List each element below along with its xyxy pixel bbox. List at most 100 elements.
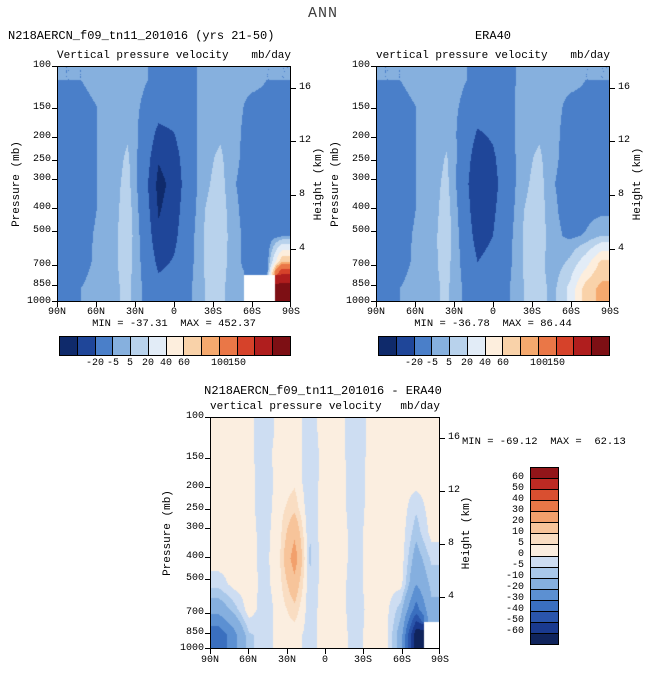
latitude-tick-label: 30N xyxy=(277,655,296,666)
height-tick-label: 16 xyxy=(299,82,312,93)
colorbar-tick-label: 40 xyxy=(478,358,491,369)
latitude-tick-label: 90N xyxy=(47,307,66,318)
colorbar-cell xyxy=(531,621,558,633)
pressure-tick-label: 400 xyxy=(185,551,204,562)
colorbar-tick-label: -40 xyxy=(505,604,524,615)
colorbar-tick-label: -30 xyxy=(505,593,524,604)
minmax-label-era40: MIN = -36.78 MAX = 86.44 xyxy=(414,318,572,330)
colorbar-cell xyxy=(531,522,558,534)
latitude-tick-mark xyxy=(287,649,288,654)
pressure-tick-mark xyxy=(52,66,57,67)
pressure-tick-mark xyxy=(371,265,376,266)
variable-label: vertical pressure velocity xyxy=(210,401,382,413)
latitude-tick-label: 60S xyxy=(561,307,580,318)
height-tick-label: 4 xyxy=(448,591,455,602)
contour-plot-era40 xyxy=(376,66,610,302)
pressure-tick-mark xyxy=(371,160,376,161)
pressure-tick-label: 300 xyxy=(32,173,51,184)
pressure-tick-label: 1000 xyxy=(179,643,204,654)
latitude-tick-label: 0 xyxy=(170,307,177,318)
height-tick-mark xyxy=(610,88,615,89)
height-tick-mark xyxy=(440,438,445,439)
colorbar-tick-label: 150 xyxy=(227,358,246,369)
panel-title-difference: N218AERCN_f09_tn11_201016 - ERA40 xyxy=(204,384,442,398)
colorbar-cell xyxy=(531,588,558,600)
colorbar-cell xyxy=(165,337,184,355)
height-axis-label: Height (km) xyxy=(461,496,473,570)
pressure-tick-label: 850 xyxy=(32,279,51,290)
colorbar-cell xyxy=(573,337,592,355)
height-tick-label: 4 xyxy=(618,243,625,254)
pressure-tick-mark xyxy=(371,285,376,286)
colorbar-cell xyxy=(395,337,414,355)
colorbar-tick-label: 20 xyxy=(511,516,524,527)
latitude-tick-label: 60N xyxy=(86,307,105,318)
pressure-tick-mark xyxy=(205,633,210,634)
colorbar-cell xyxy=(531,599,558,611)
units-label: mb/day xyxy=(570,50,610,62)
pressure-tick-mark xyxy=(52,265,57,266)
pressure-tick-label: 400 xyxy=(351,202,370,213)
pressure-tick-label: 1000 xyxy=(345,296,370,307)
latitude-tick-mark xyxy=(213,302,214,307)
latitude-tick-label: 30S xyxy=(203,307,222,318)
latitude-tick-mark xyxy=(415,302,416,307)
colorbar-cell xyxy=(147,337,166,355)
height-tick-mark xyxy=(291,88,296,89)
latitude-tick-mark xyxy=(96,302,97,307)
colorbar-tick-label: 60 xyxy=(177,358,190,369)
colorbar-cell xyxy=(531,489,558,501)
colorbar-difference xyxy=(530,467,559,645)
colorbar-cell xyxy=(218,337,237,355)
latitude-tick-mark xyxy=(376,302,377,307)
pressure-tick-label: 500 xyxy=(32,225,51,236)
colorbar-tick-label: 20 xyxy=(460,358,473,369)
colorbar-tick-label: 10 xyxy=(511,527,524,538)
colorbar-cell xyxy=(431,337,450,355)
latitude-tick-mark xyxy=(290,302,291,307)
colorbar-tick-label: 100 xyxy=(210,358,229,369)
pressure-tick-label: 500 xyxy=(351,225,370,236)
pressure-tick-mark xyxy=(205,648,210,649)
latitude-tick-mark xyxy=(57,302,58,307)
colorbar-cell xyxy=(183,337,202,355)
pressure-tick-label: 150 xyxy=(32,102,51,113)
pressure-tick-mark xyxy=(52,108,57,109)
latitude-tick-mark xyxy=(135,302,136,307)
colorbar-cell xyxy=(379,337,396,355)
height-tick-mark xyxy=(440,597,445,598)
colorbar-cell xyxy=(531,500,558,512)
latitude-tick-label: 90N xyxy=(366,307,385,318)
pressure-tick-label: 200 xyxy=(185,481,204,492)
pressure-tick-mark xyxy=(371,108,376,109)
pressure-tick-label: 850 xyxy=(351,279,370,290)
pressure-tick-mark xyxy=(371,179,376,180)
pressure-tick-mark xyxy=(371,208,376,209)
colorbar-cell xyxy=(531,577,558,589)
colorbar-era40 xyxy=(378,336,610,356)
colorbar-cell xyxy=(531,566,558,578)
minmax-label-model: MIN = -37.31 MAX = 452.37 xyxy=(92,318,256,330)
latitude-tick-label: 60S xyxy=(392,655,411,666)
units-label: mb/day xyxy=(400,401,440,413)
latitude-tick-mark xyxy=(439,649,440,654)
pressure-tick-label: 200 xyxy=(351,131,370,142)
colorbar-cell xyxy=(94,337,113,355)
latitude-tick-label: 0 xyxy=(321,655,328,666)
height-tick-mark xyxy=(610,195,615,196)
height-tick-label: 16 xyxy=(618,82,631,93)
colorbar-cell xyxy=(531,533,558,545)
pressure-tick-mark xyxy=(205,613,210,614)
latitude-tick-label: 0 xyxy=(489,307,496,318)
pressure-axis-label: Pressure (mb) xyxy=(162,490,174,576)
colorbar-cell xyxy=(112,337,131,355)
pressure-tick-label: 100 xyxy=(185,411,204,422)
pressure-tick-mark xyxy=(52,179,57,180)
minmax-label-difference: MIN = -69.12 MAX = 62.13 xyxy=(462,436,626,448)
colorbar-tick-label: -50 xyxy=(505,615,524,626)
latitude-tick-mark xyxy=(248,649,249,654)
colorbar-tick-label: -5 xyxy=(425,358,438,369)
height-tick-label: 16 xyxy=(448,432,461,443)
colorbar-cell xyxy=(76,337,95,355)
colorbar-tick-label: 40 xyxy=(511,494,524,505)
